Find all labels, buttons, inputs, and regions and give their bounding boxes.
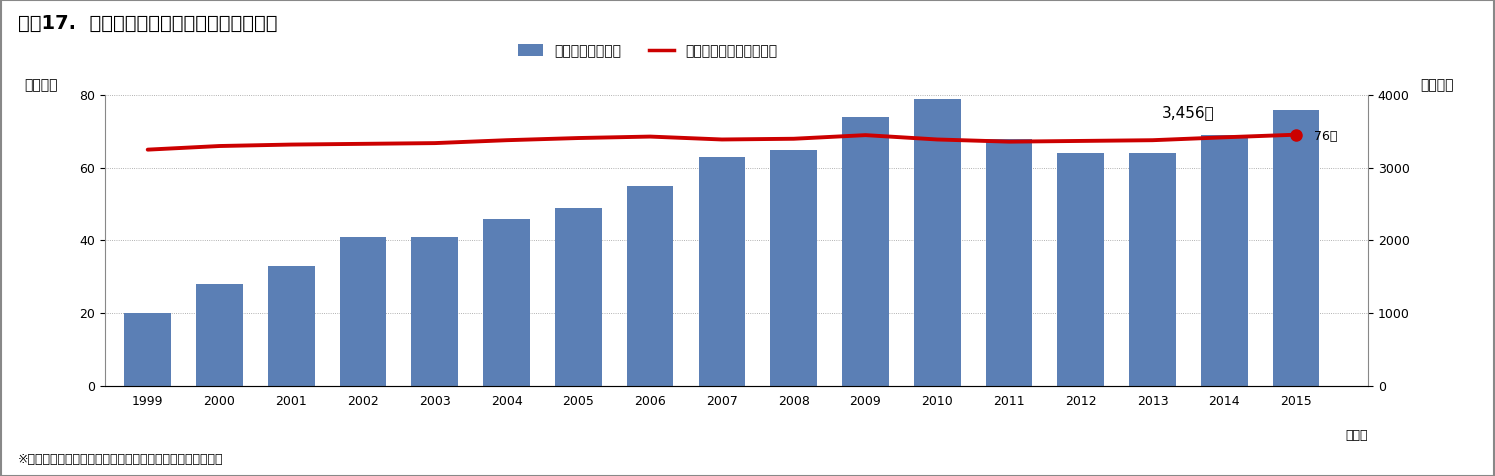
Bar [339,237,386,386]
Bar [985,139,1033,386]
Bar [626,186,673,386]
Bar [1129,153,1177,386]
Text: 3,456回: 3,456回 [1162,105,1215,120]
Bar [411,237,457,386]
Bar [842,117,890,386]
Bar [770,149,818,386]
Bar [698,157,746,386]
Bar [1200,135,1248,386]
Text: （年）: （年） [1346,429,1368,442]
Text: ※　「救急・救助の現況」（総務省消防庁）より、筆者作成: ※ 「救急・救助の現況」（総務省消防庁）より、筆者作成 [18,454,223,466]
Bar [555,208,601,386]
Text: （機数）: （機数） [25,78,58,92]
Legend: 出動回数（右軸）, 防災ヘリ配備数（左軸）: 出動回数（右軸）, 防災ヘリ配備数（左軸） [513,38,783,63]
Text: （回数）: （回数） [1420,78,1455,92]
Bar [268,266,314,386]
Text: 76機: 76機 [1314,130,1338,143]
Bar [483,218,529,386]
Bar [913,99,961,386]
Bar [124,313,170,386]
Bar [1057,153,1105,386]
Text: 図表17.  消防防災ヘリの配備と救急出動状況: 図表17. 消防防災ヘリの配備と救急出動状況 [18,14,278,33]
Bar [196,284,242,386]
Bar [1272,110,1320,386]
